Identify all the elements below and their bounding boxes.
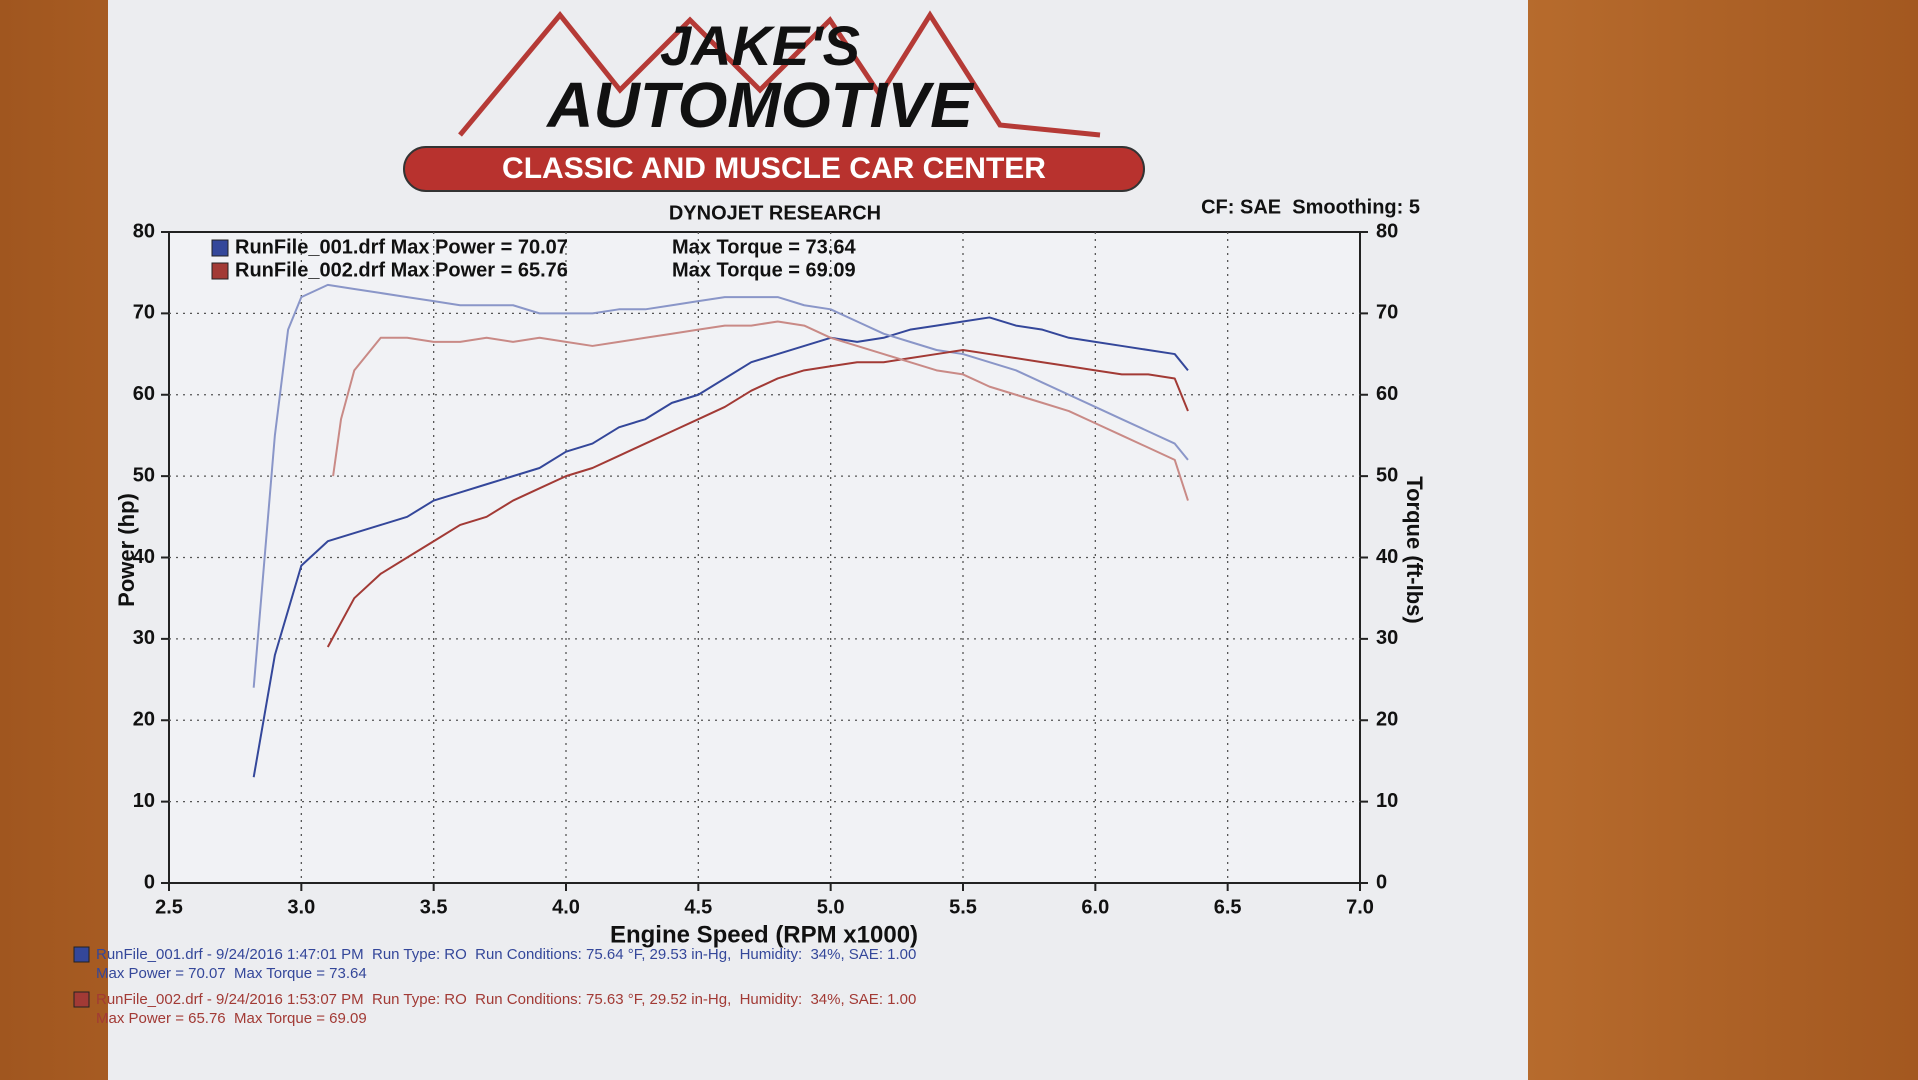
x-tick-label: 5.5 <box>949 896 977 918</box>
logo: JAKE'S AUTOMOTIVE CLASSIC AND MUSCLE CAR… <box>403 10 1145 192</box>
y2-tick-label: 70 <box>1376 302 1398 324</box>
y-tick-label: 80 <box>133 220 155 242</box>
y2-tick-label: 80 <box>1376 220 1398 242</box>
logo-banner <box>403 146 1145 192</box>
footer-line2: Max Power = 70.07 Max Torque = 73.64 <box>96 965 367 982</box>
logo-line1: JAKE'S <box>660 14 860 77</box>
x-tick-label: 7.0 <box>1346 896 1374 918</box>
footer-line1: RunFile_002.drf - 9/24/2016 1:53:07 PM R… <box>96 991 916 1008</box>
legend-torque: Max Torque = 73.64 <box>672 236 856 258</box>
x-tick-label: 3.5 <box>420 896 448 918</box>
y-tick-label: 60 <box>133 383 155 405</box>
x-tick-label: 2.5 <box>155 896 183 918</box>
y2-tick-label: 0 <box>1376 871 1387 893</box>
series-line <box>326 348 1189 648</box>
y2-tick-label: 60 <box>1376 383 1398 405</box>
series-line <box>252 316 1189 778</box>
x-axis-label: Engine Speed (RPM x1000) <box>610 921 918 948</box>
logo-line2: AUTOMOTIVE <box>545 69 975 141</box>
legend-torque: Max Torque = 69.09 <box>672 259 856 281</box>
y-tick-label: 70 <box>133 302 155 324</box>
chart-subtitle: CF: SAE Smoothing: 5 <box>1201 196 1420 218</box>
legend-swatch <box>211 262 229 280</box>
x-tick-label: 6.0 <box>1081 896 1109 918</box>
footer-line1: RunFile_001.drf - 9/24/2016 1:47:01 PM R… <box>96 946 916 963</box>
x-tick-label: 6.5 <box>1214 896 1242 918</box>
y-tick-label: 40 <box>133 546 155 568</box>
y-tick-label: 0 <box>144 871 155 893</box>
legend-label: RunFile_002.drf Max Power = 65.76 <box>235 259 568 281</box>
y2-axis-label: Torque (ft-lbs) <box>1402 476 1427 623</box>
y2-tick-label: 50 <box>1376 464 1398 486</box>
y-axis-label: Power (hp) <box>114 493 139 607</box>
logo-mountains <box>458 10 1101 138</box>
y-tick-label: 50 <box>133 464 155 486</box>
legend-label: RunFile_001.drf Max Power = 70.07 <box>235 236 568 258</box>
chart-title: DYNOJET RESEARCH <box>669 202 881 224</box>
y2-tick-label: 30 <box>1376 627 1398 649</box>
y-tick-label: 20 <box>133 709 155 731</box>
y-tick-label: 10 <box>133 790 155 812</box>
y2-tick-label: 20 <box>1376 709 1398 731</box>
x-tick-label: 5.0 <box>817 896 845 918</box>
footer-line2: Max Power = 65.76 Max Torque = 69.09 <box>96 1010 367 1027</box>
legend-swatch <box>211 239 229 257</box>
series-line <box>332 320 1189 501</box>
y-tick-label: 30 <box>133 627 155 649</box>
y2-tick-label: 40 <box>1376 546 1398 568</box>
x-tick-label: 4.0 <box>552 896 580 918</box>
footer-swatch <box>73 991 90 1008</box>
x-tick-label: 3.0 <box>287 896 315 918</box>
y2-tick-label: 10 <box>1376 790 1398 812</box>
logo-banner-text: CLASSIC AND MUSCLE CAR CENTER <box>502 152 1046 185</box>
footer-swatch <box>73 946 90 963</box>
series-line <box>252 283 1189 688</box>
x-tick-label: 4.5 <box>684 896 712 918</box>
